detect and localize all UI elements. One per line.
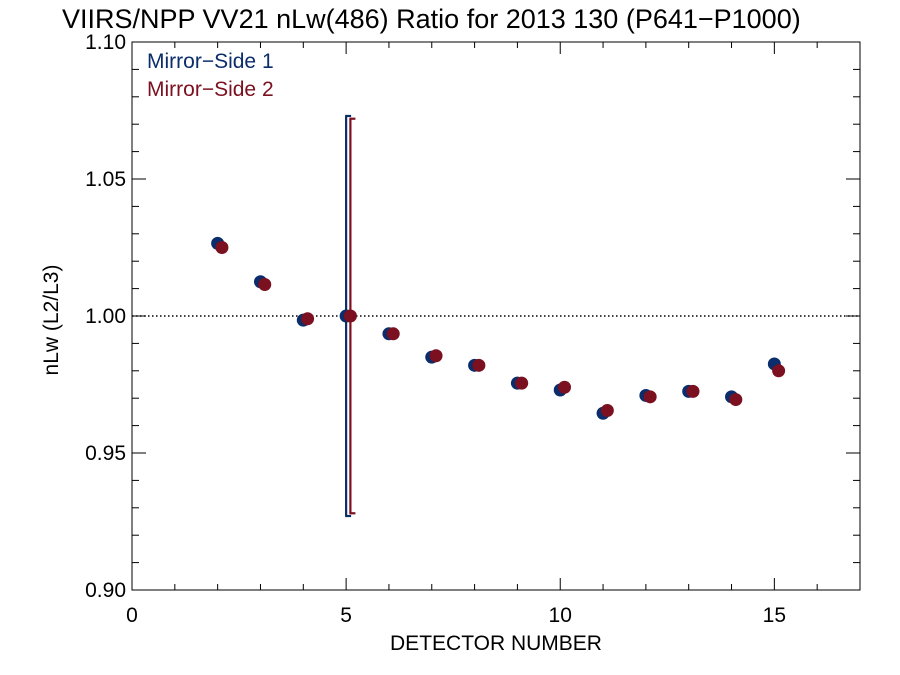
y-tick-label: 0.95	[85, 442, 126, 465]
data-point-series-2	[429, 349, 443, 363]
y-tick-label: 1.05	[85, 168, 126, 191]
legend: Mirror−Side 1 Mirror−Side 2	[147, 50, 274, 101]
y-axis-label: nLw (L2/L3)	[40, 265, 63, 376]
x-tick-label: 0	[126, 604, 138, 627]
x-tick-label: 15	[763, 604, 786, 627]
points-layer	[211, 236, 786, 420]
x-axis-label: DETECTOR NUMBER	[390, 632, 602, 655]
data-point-series-2	[215, 241, 229, 254]
data-point-series-2	[343, 309, 357, 323]
data-point-series-2	[772, 364, 786, 378]
data-point-series-2	[515, 376, 529, 390]
legend-entry-mirror-side-2: Mirror−Side 2	[147, 78, 274, 101]
data-point-series-2	[643, 390, 657, 404]
y-tick-label: 0.90	[85, 579, 126, 602]
data-point-series-2	[686, 384, 700, 398]
y-tick-label: 1.00	[85, 305, 126, 328]
data-point-series-2	[258, 277, 272, 291]
data-point-series-2	[301, 312, 315, 326]
data-point-series-2	[558, 380, 572, 394]
x-tick-label: 10	[549, 604, 572, 627]
legend-entry-mirror-side-1: Mirror−Side 1	[147, 50, 274, 73]
ticks-layer: 0 5 10 15 0.90 0.95 1.00 1.05 1.10	[85, 31, 861, 627]
chart-title: VIIRS/NPP VV21 nLw(486) Ratio for 2013 1…	[62, 4, 801, 34]
data-point-series-2	[472, 358, 486, 372]
x-tick-label: 5	[340, 604, 352, 627]
data-point-series-2	[729, 393, 743, 407]
data-point-series-2	[386, 327, 400, 341]
y-tick-label: 1.10	[85, 31, 126, 54]
data-point-series-2	[600, 404, 614, 418]
